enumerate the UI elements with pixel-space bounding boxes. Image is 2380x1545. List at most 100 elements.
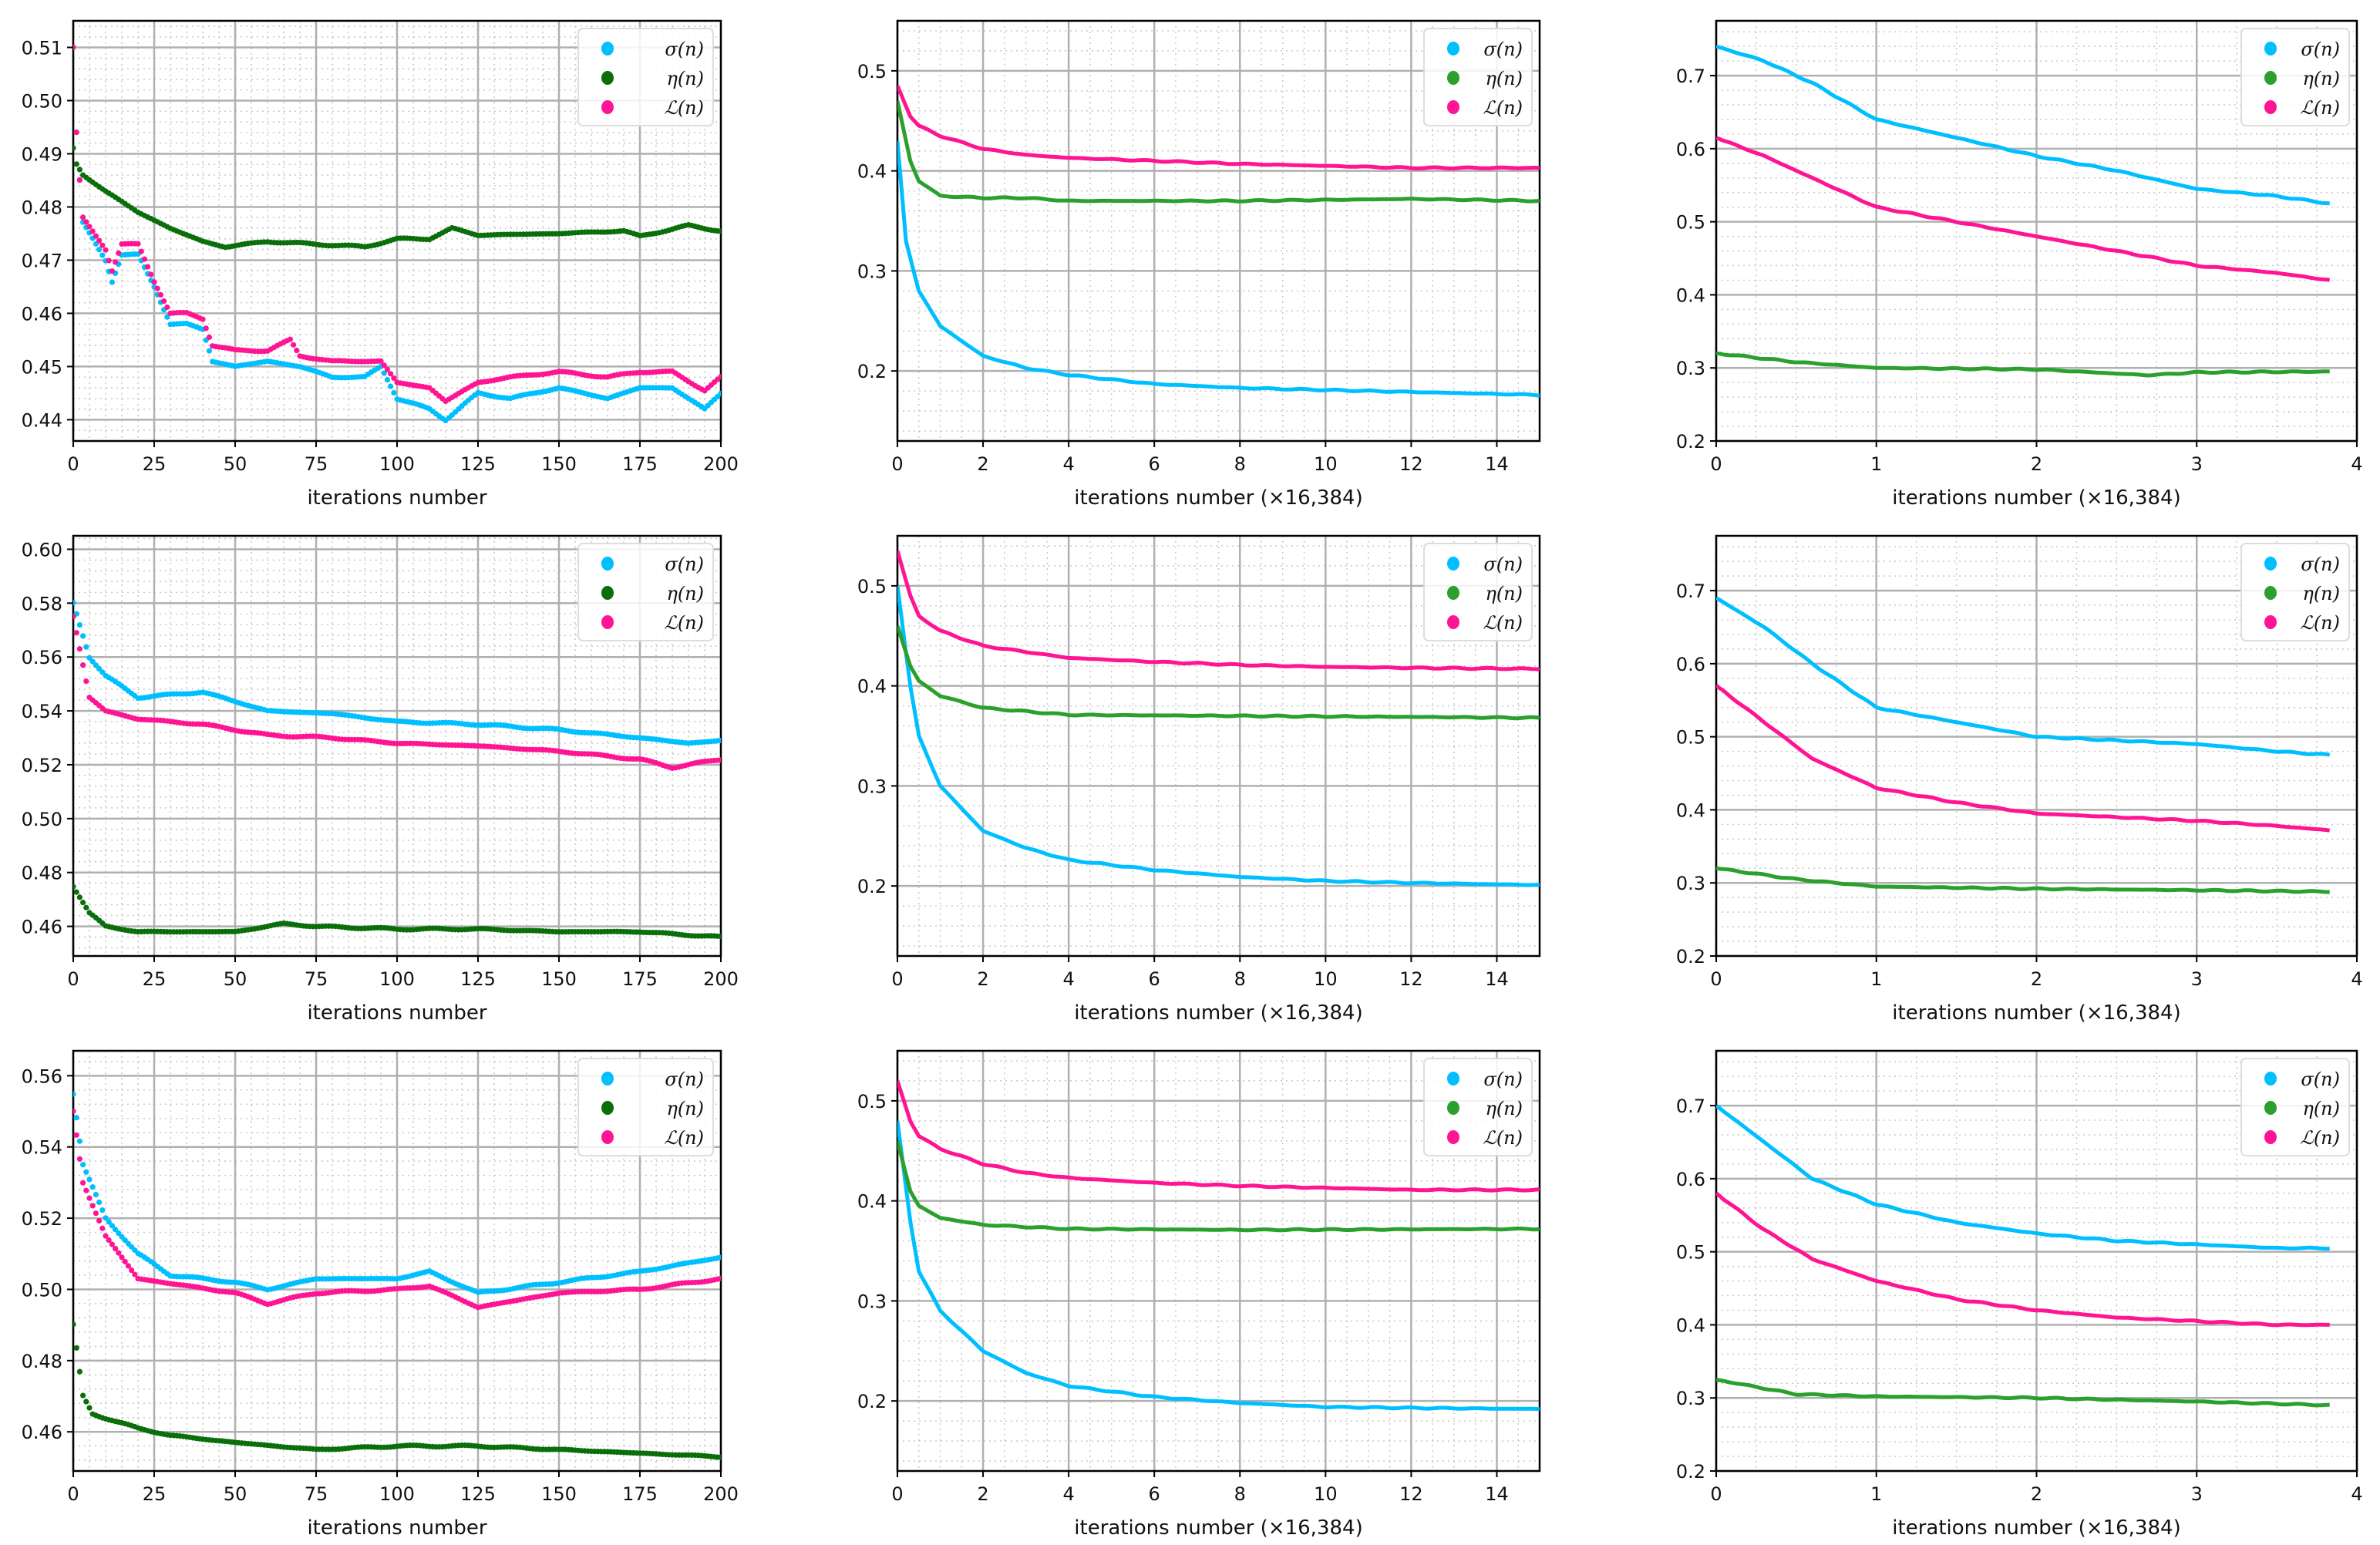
legend-marker-L [2264, 100, 2277, 114]
x-tick-label: 4 [2351, 1483, 2362, 1505]
legend-label-eta: η(n) [2302, 1098, 2340, 1119]
legend-label-L: ℒ(n) [2301, 97, 2340, 119]
data-point-sigma [96, 247, 103, 253]
data-point-L [161, 298, 167, 305]
data-point-L [96, 1217, 103, 1224]
legend-label-sigma: σ(n) [665, 39, 704, 60]
data-point-L [86, 1195, 93, 1201]
y-tick-label: 0.5 [1676, 212, 1705, 234]
data-point-L [116, 1250, 122, 1256]
data-point-eta_dark [718, 934, 721, 940]
data-point-sigma [106, 1219, 112, 1225]
axes-frame [896, 534, 1541, 958]
series-L [73, 44, 721, 405]
y-tick-label: 0.6 [1676, 139, 1705, 160]
x-tick-label: 125 [460, 1483, 496, 1505]
series-line-L [897, 1080, 1540, 1193]
y-tick-label: 0.45 [22, 356, 62, 378]
legend-label-eta: η(n) [1485, 68, 1523, 89]
data-point-eta_dark [718, 228, 721, 234]
series-sigma [73, 44, 721, 424]
series-eta [1716, 351, 2330, 378]
x-tick-label: 1 [1870, 453, 1882, 475]
y-tick-label: 0.3 [1676, 358, 1705, 379]
legend-label-eta: η(n) [2302, 583, 2340, 604]
y-tick-label: 0.4 [857, 161, 887, 183]
y-tick-label: 0.5 [1676, 1242, 1705, 1264]
legend-label-sigma: σ(n) [1483, 39, 1523, 60]
data-point-eta_dark [76, 167, 82, 173]
y-tick-label: 0.46 [22, 303, 62, 325]
axes-frame [896, 1049, 1541, 1473]
x-tick-label: 4 [1062, 453, 1074, 475]
y-tick-label: 0.48 [22, 1351, 62, 1372]
y-tick-label: 0.2 [1676, 431, 1705, 453]
data-point-sigma [116, 1230, 122, 1237]
y-tick-label: 0.50 [22, 809, 62, 830]
x-tick-label: 2 [977, 453, 988, 475]
series-line-L [1716, 136, 2330, 282]
data-point-L [135, 241, 141, 247]
x-tick-label: 10 [1314, 968, 1338, 990]
axes-frame [896, 19, 1541, 443]
x-tick-label: 3 [2191, 453, 2203, 475]
legend-label-sigma: σ(n) [665, 1069, 704, 1090]
data-point-sigma [89, 1184, 96, 1190]
x-tick-label: 6 [1149, 968, 1160, 990]
y-tick-label: 0.3 [857, 1291, 887, 1312]
x-axis-label: iterations number [307, 1001, 486, 1025]
y-tick-label: 0.4 [1676, 284, 1705, 306]
chart-svg: 0 1 2 3 4 0.2 0.3 0.4 0.5 0.6 0.7 iterations number… [1676, 534, 2363, 1025]
x-axis-label: iterations number (×16,384) [1074, 1001, 1362, 1025]
data-point-sigma [86, 655, 93, 661]
legend-marker-L [601, 615, 614, 629]
chart-panel-r1c3: 0 1 2 3 4 0.2 0.3 0.4 0.5 0.6 0.7 iterations number… [1587, 0, 2380, 515]
y-tick-label: 0.46 [22, 917, 62, 938]
legend-label-eta: η(n) [1485, 583, 1523, 604]
data-point-L [291, 342, 297, 348]
y-tick-label: 0.3 [857, 776, 887, 797]
x-tick-label: 2 [2031, 453, 2042, 475]
series-L [1716, 136, 2330, 282]
chart-svg: 0 25 50 75 100 125 150 175 200 0.44 0.45 0.46 0.47 0.… [22, 19, 739, 510]
data-point-eta_dark [83, 904, 89, 911]
legend-marker-eta [1447, 586, 1459, 600]
data-point-L [145, 264, 151, 270]
data-point-L [119, 1254, 125, 1261]
data-point-L [103, 1233, 109, 1239]
chart-svg: 0 1 2 3 4 0.2 0.3 0.4 0.5 0.6 0.7 iterations number… [1676, 1049, 2363, 1540]
series-eta [897, 100, 1540, 204]
data-point-L [718, 373, 721, 380]
axes-frame [72, 1049, 722, 1473]
data-point-L [294, 347, 300, 354]
data-point-sigma [73, 600, 76, 606]
data-point-sigma [381, 370, 387, 376]
x-tick-label: 100 [379, 1483, 415, 1505]
data-point-L [200, 316, 206, 322]
data-point-sigma [93, 1191, 99, 1198]
data-point-L [99, 1225, 106, 1231]
x-tick-label: 200 [703, 1483, 739, 1505]
x-tick-label: 4 [1062, 1483, 1074, 1505]
data-point-L [391, 375, 397, 382]
data-point-sigma [80, 1162, 86, 1168]
data-point-eta_dark [76, 894, 82, 900]
data-point-L [113, 1246, 119, 1252]
chart-panel-r3c3: 0 1 2 3 4 0.2 0.3 0.4 0.5 0.6 0.7 iterations number… [1587, 1030, 2380, 1545]
data-point-eta_dark [73, 884, 76, 890]
x-tick-label: 2 [2031, 1483, 2042, 1505]
y-tick-label: 0.4 [1676, 799, 1705, 821]
legend-marker-L [1447, 1130, 1459, 1144]
y-tick-label: 0.60 [22, 539, 62, 560]
x-tick-label: 8 [1234, 1483, 1246, 1505]
legend-marker-sigma [601, 1072, 614, 1086]
data-point-sigma [76, 1138, 82, 1144]
series-line-sigma [897, 1120, 1540, 1412]
data-point-L [103, 247, 109, 253]
legend-marker-L [1447, 100, 1459, 114]
data-point-sigma [73, 1115, 79, 1121]
legend-label-eta_dark: η(n) [666, 583, 704, 604]
series-eta_dark [73, 1321, 721, 1460]
legend-label-sigma: σ(n) [2301, 554, 2340, 575]
